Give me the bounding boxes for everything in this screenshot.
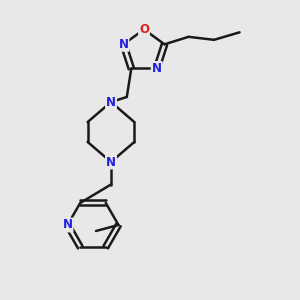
Text: N: N — [152, 62, 162, 75]
Text: O: O — [139, 23, 149, 36]
Text: N: N — [106, 95, 116, 109]
Text: N: N — [106, 155, 116, 169]
Text: N: N — [118, 38, 128, 51]
Text: N: N — [62, 218, 73, 232]
